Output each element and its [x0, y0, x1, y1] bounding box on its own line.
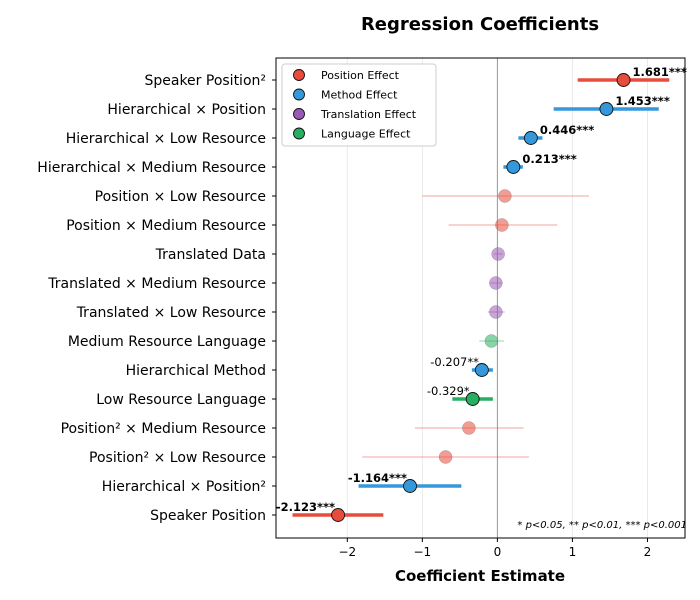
- legend-marker: [293, 127, 305, 140]
- legend-label: Method Effect: [321, 89, 398, 102]
- plot-area: Speaker Position² 1.681*** Hierarchical × …: [37, 57, 687, 559]
- value-label: -1.164***: [348, 471, 407, 485]
- row-label: Speaker Position: [150, 508, 266, 524]
- legend: Position Effect Method Effect Translation …: [281, 63, 437, 147]
- legend-marker: [293, 88, 305, 101]
- row-label: Low Resource Language: [96, 392, 266, 408]
- row-label: Hierarchical × Position: [107, 102, 266, 118]
- estimate-point: [523, 131, 538, 145]
- coefficient-row: Hierarchical × Position 1.453***: [107, 94, 669, 118]
- legend-label: Language Effect: [321, 128, 411, 141]
- x-tick-label: 2: [644, 545, 652, 559]
- x-tick-label: 0: [494, 545, 502, 559]
- coefficient-row: Hierarchical Method -0.207**: [126, 355, 493, 379]
- coefficient-row: Position × Medium Resource: [66, 218, 558, 234]
- legend-item: Language Effect: [293, 127, 411, 141]
- row-label: Translated × Low Resource: [76, 305, 266, 321]
- row-label: Hierarchical × Low Resource: [66, 131, 266, 147]
- estimate-point: [403, 479, 417, 493]
- legend-marker: [293, 108, 305, 120]
- coefficient-row: Position² × Medium Resource: [61, 421, 524, 437]
- coefficient-row: Position × Low Resource: [95, 189, 589, 205]
- estimate-point: [498, 189, 512, 203]
- estimate-point: [489, 305, 503, 319]
- row-label: Position × Medium Resource: [66, 218, 266, 234]
- x-tick-label: −1: [413, 545, 431, 559]
- significance-footnote: * p<0.05, ** p<0.01, *** p<0.001: [517, 520, 687, 531]
- estimate-point: [616, 73, 631, 87]
- legend-label: Translation Effect: [320, 108, 417, 121]
- row-label: Medium Resource Language: [68, 334, 266, 350]
- x-tick-label: 1: [569, 545, 577, 559]
- row-label: Translated × Medium Resource: [47, 276, 266, 292]
- value-label: -2.123***: [276, 500, 335, 514]
- coefficient-row: Translated × Medium Resource: [47, 276, 503, 292]
- coefficient-row: Hierarchical × Low Resource 0.446***: [66, 123, 595, 147]
- legend-label: Position Effect: [321, 69, 400, 82]
- coefficient-row: Position² × Low Resource: [89, 450, 529, 466]
- estimate-point: [506, 160, 521, 174]
- estimate-point: [599, 102, 614, 116]
- x-axis-label: Coefficient Estimate: [395, 567, 565, 585]
- coefficient-row: Translated × Low Resource: [76, 305, 505, 321]
- estimate-point: [465, 392, 480, 406]
- coefficient-row: Low Resource Language -0.329*: [96, 384, 493, 408]
- x-tick-label: −2: [338, 545, 356, 559]
- legend-box: [281, 63, 437, 147]
- estimate-point: [438, 450, 453, 464]
- coefficient-row: Translated Data: [155, 247, 505, 263]
- estimate-point: [484, 334, 499, 348]
- legend-item: Method Effect: [293, 88, 398, 102]
- estimate-point: [474, 363, 489, 377]
- plot-frame: [275, 57, 686, 539]
- row-label: Hierarchical Method: [126, 363, 266, 379]
- row-label: Hierarchical × Medium Resource: [37, 160, 266, 176]
- chart-title: Regression Coefficients: [361, 14, 599, 35]
- coefficient-row: Hierarchical × Position² -1.164***: [102, 471, 462, 495]
- legend-marker: [293, 69, 305, 81]
- value-label: 1.681***: [633, 65, 687, 79]
- row-label: Position² × Medium Resource: [61, 421, 266, 437]
- row-label: Hierarchical × Position²: [102, 479, 266, 495]
- estimate-point: [489, 276, 503, 290]
- legend-item: Translation Effect: [293, 108, 417, 121]
- row-label: Position² × Low Resource: [89, 450, 266, 466]
- row-label: Translated Data: [155, 247, 266, 263]
- coefficient-row: Speaker Position -2.123***: [150, 500, 384, 524]
- value-label: 0.213***: [522, 152, 576, 166]
- value-label: -0.207**: [430, 355, 479, 369]
- value-label: -0.329*: [427, 384, 470, 398]
- row-label: Speaker Position²: [144, 73, 266, 89]
- value-label: 1.453***: [615, 94, 669, 108]
- estimate-point: [331, 508, 346, 522]
- estimate-point: [462, 421, 476, 435]
- value-label: 0.446***: [540, 123, 594, 137]
- coefficient-row: Medium Resource Language: [68, 334, 505, 350]
- row-label: Position × Low Resource: [95, 189, 266, 205]
- estimate-point: [495, 218, 509, 232]
- estimate-point: [491, 247, 505, 261]
- legend-item: Position Effect: [293, 69, 400, 82]
- coefficient-row: Hierarchical × Medium Resource 0.213***: [37, 152, 576, 176]
- coefficient-row: Speaker Position² 1.681***: [144, 65, 686, 89]
